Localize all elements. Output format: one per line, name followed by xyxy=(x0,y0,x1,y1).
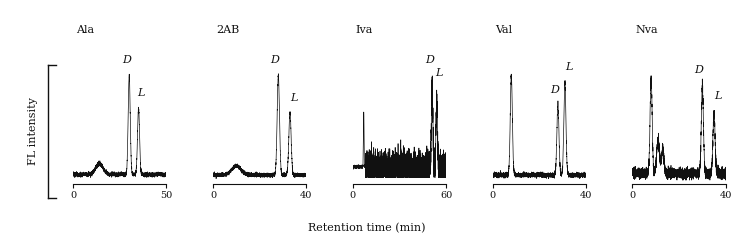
Text: L: L xyxy=(290,93,297,103)
Text: Nva: Nva xyxy=(636,25,658,35)
Text: FL intensity: FL intensity xyxy=(28,97,38,165)
Text: Iva: Iva xyxy=(356,25,373,35)
Text: D: D xyxy=(550,85,559,95)
Text: L: L xyxy=(138,88,145,98)
Text: L: L xyxy=(714,91,721,101)
Text: L: L xyxy=(435,68,443,78)
Text: D: D xyxy=(425,55,434,65)
Text: Val: Val xyxy=(496,25,512,35)
Text: D: D xyxy=(694,65,704,75)
Text: L: L xyxy=(564,62,572,72)
Text: Ala: Ala xyxy=(76,25,95,35)
Text: D: D xyxy=(270,55,279,65)
Text: D: D xyxy=(122,55,131,65)
Text: 2AB: 2AB xyxy=(216,25,239,35)
Text: Retention time (min): Retention time (min) xyxy=(308,223,425,234)
